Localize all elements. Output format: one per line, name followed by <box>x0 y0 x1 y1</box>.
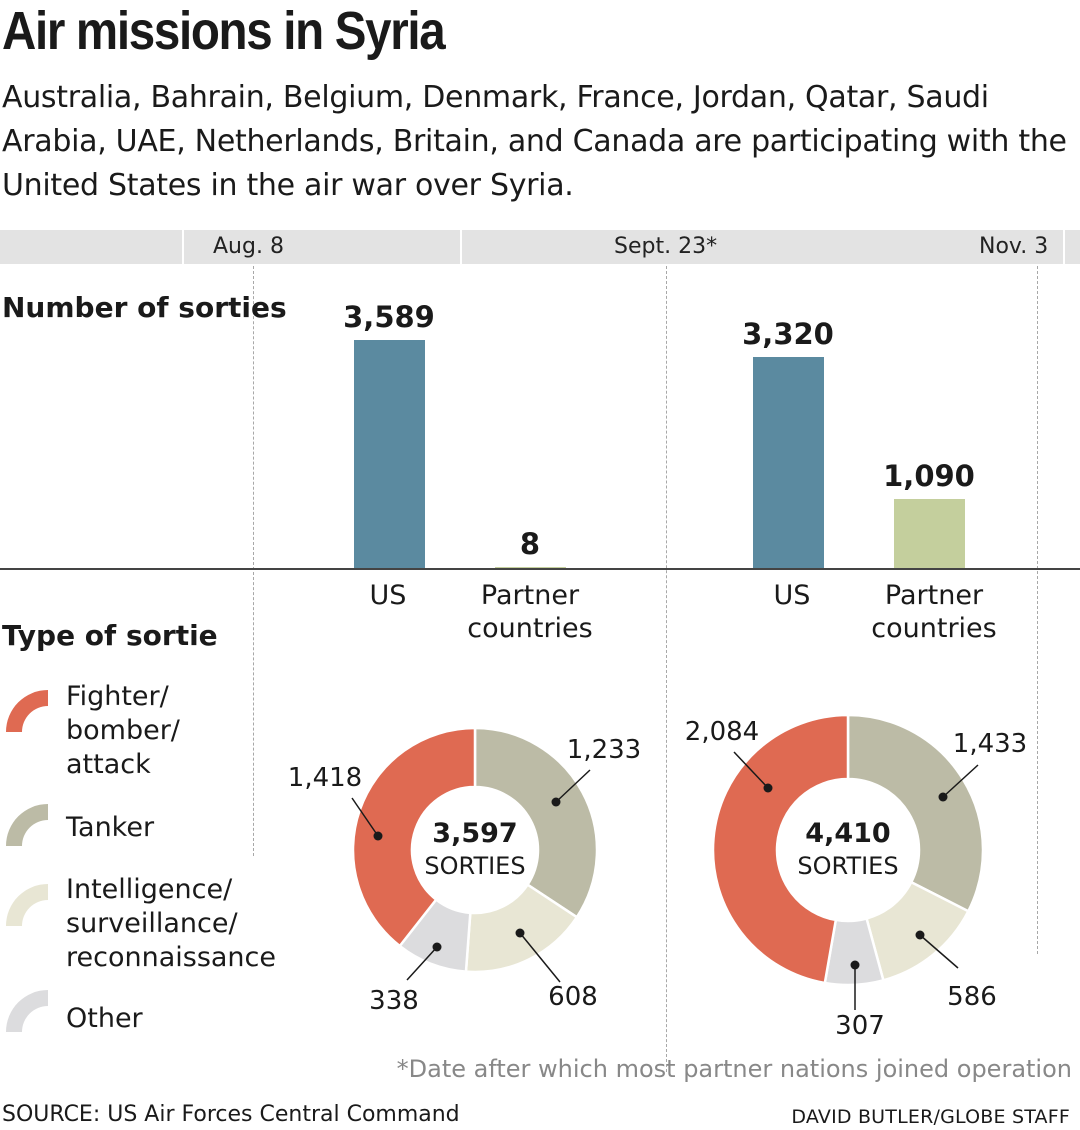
donut2-leader-dot-fighter <box>763 783 773 793</box>
bar-us-period2 <box>752 357 824 568</box>
bar-value-partner-period1: 8 <box>519 526 541 561</box>
timeline-tick-sept23 <box>460 230 462 264</box>
date-label-sept23: Sept. 23* <box>614 234 718 259</box>
legend-label-other: Other <box>66 1003 143 1034</box>
donut1-center-label: SORTIES <box>424 852 525 880</box>
bar-baseline <box>0 568 1080 570</box>
legend-swatch-tanker <box>6 804 48 846</box>
category-label-us-period2: US <box>773 580 811 611</box>
donut2-label-fighter: 2,084 <box>685 717 759 747</box>
guide-line-nov3 <box>1037 266 1038 954</box>
footnote: *Date after which most partner nations j… <box>396 1055 1072 1083</box>
donut1-label-other: 338 <box>369 986 419 1016</box>
donut1-slice-fighter <box>351 726 477 948</box>
donut1-leader-dot-tanker <box>551 797 561 807</box>
donut2-leader-isr <box>919 934 959 969</box>
legend-swatch-other <box>6 990 48 1032</box>
partner-label-text-2: Partner countries <box>871 580 997 644</box>
donut2-label-isr: 586 <box>947 982 997 1012</box>
donut2-leader-dot-other <box>850 960 860 970</box>
guide-line-aug8 <box>253 266 254 856</box>
legend-label-tanker: Tanker <box>66 812 155 843</box>
donut2-leader-fighter <box>733 751 769 789</box>
donut1-leader-dot-fighter <box>373 831 383 841</box>
donut2-leader-dot-tanker <box>938 792 948 802</box>
donut1-leader-dot-isr <box>515 928 525 938</box>
donut1-leader-dot-other <box>432 942 442 952</box>
bar-us-period1 <box>353 340 425 568</box>
donut2-label-tanker: 1,433 <box>953 729 1027 759</box>
donut1-label-fighter: 1,418 <box>288 763 362 793</box>
bar-value-us-period2: 3,320 <box>742 317 834 352</box>
date-label-nov3: Nov. 3 <box>979 234 1049 259</box>
legend-swatch-fighter <box>6 690 48 732</box>
category-label-us-period1: US <box>369 580 407 611</box>
bar-partner-period1 <box>494 566 566 568</box>
legend-label-fighter: Fighter/ bomber/ attack <box>66 681 180 780</box>
donut1-center-value: 3,597 <box>432 818 517 849</box>
source-credit: SOURCE: US Air Forces Central Command <box>2 1102 460 1127</box>
chart-subtitle: Australia, Bahrain, Belgium, Denmark, Fr… <box>2 80 1067 203</box>
bar-value-partner-period2: 1,090 <box>883 458 975 493</box>
bar-partner-period2 <box>893 498 965 568</box>
chart-title: Air missions in Syria <box>2 1 446 61</box>
donut1-leader-other <box>406 946 438 981</box>
bar-chart-heading: Number of sorties <box>2 291 287 324</box>
date-label-aug8: Aug. 8 <box>213 234 284 259</box>
donut1-slice-tanker <box>473 726 599 919</box>
timeline-tick-aug8 <box>182 230 184 264</box>
timeline-tick-nov3 <box>1063 230 1065 264</box>
donut1-label-isr: 608 <box>548 982 598 1012</box>
donut1-leader-isr <box>519 932 561 983</box>
donut1-label-tanker: 1,233 <box>567 735 641 765</box>
timeline-band <box>0 230 1080 264</box>
donut1-leader-tanker <box>555 769 591 803</box>
legend-swatch-isr <box>6 884 48 926</box>
donut2-leader-tanker <box>942 764 979 798</box>
legend-heading: Type of sortie <box>2 619 218 652</box>
category-label-partner-period1: Partner countries <box>430 579 630 645</box>
bar-value-us-period1: 3,589 <box>343 300 435 334</box>
legend-label-isr: Intelligence/ surveillance/ reconnaissan… <box>66 874 277 973</box>
staff-credit: DAVID BUTLER/GLOBE STAFF <box>791 1106 1070 1128</box>
donut2-slice-fighter <box>711 713 850 985</box>
partner-label-text-1: Partner countries <box>467 580 593 644</box>
donut2-label-other: 307 <box>835 1011 885 1041</box>
donut2-slice-tanker <box>846 713 985 913</box>
donut1-leader-fighter <box>351 797 379 837</box>
category-label-partner-period2: Partner countries <box>834 579 1034 645</box>
donut2-leader-dot-isr <box>915 930 925 940</box>
donut2-center-label: SORTIES <box>797 852 898 880</box>
guide-line-sept23 <box>666 266 667 1072</box>
donut2-center-value: 4,410 <box>805 818 890 849</box>
